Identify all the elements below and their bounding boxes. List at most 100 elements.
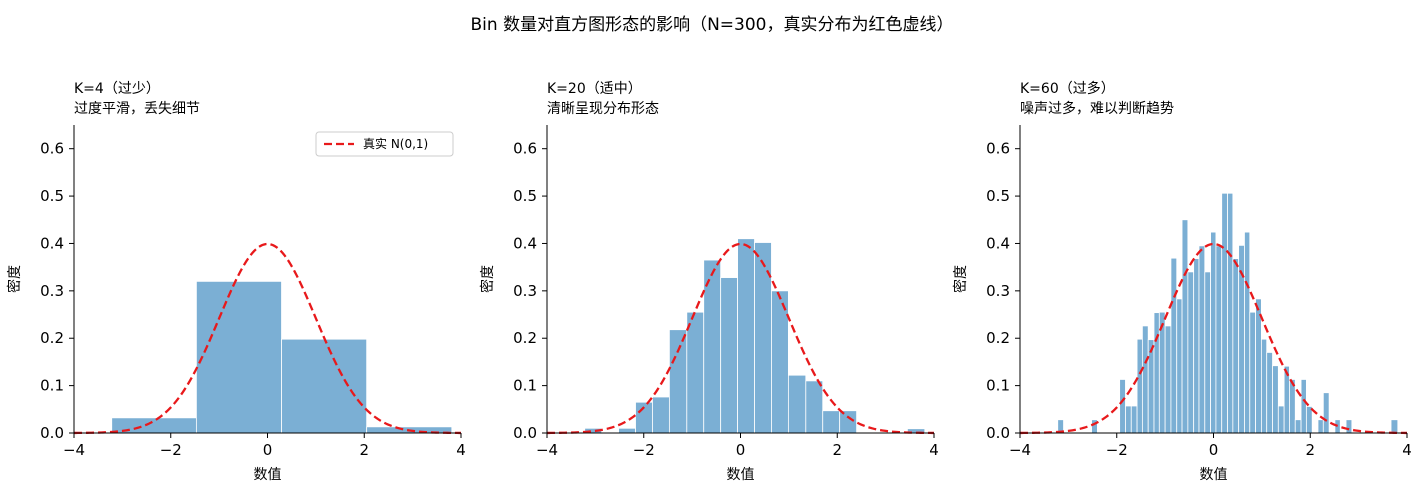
histogram-bar (1204, 271, 1211, 434)
x-tick-label: 0 (1209, 441, 1219, 459)
legend-frame (315, 131, 454, 157)
x-tick-label: 0 (736, 441, 746, 459)
y-tick-label: 0.2 (986, 329, 1010, 347)
y-tick-label: 0.0 (986, 424, 1010, 442)
x-axis-label: 数值 (254, 467, 282, 483)
legend-label: 真实 N(0,1) (363, 136, 428, 151)
histogram-bar (1249, 311, 1256, 434)
x-tick-label: −4 (63, 441, 85, 459)
histogram-bar (1181, 219, 1189, 434)
x-tick-label: 2 (1305, 441, 1315, 459)
subplot-title-line2: 过度平滑，丢失细节 (74, 100, 200, 117)
x-axis-label: 数值 (1200, 467, 1228, 483)
histogram-bar (1153, 312, 1160, 434)
histogram-bar (1187, 271, 1195, 434)
histogram-bar (652, 396, 670, 434)
histogram-bar (1232, 258, 1240, 434)
y-tick-label: 0.5 (513, 187, 537, 205)
y-tick-label: 0.1 (986, 377, 1010, 395)
histogram-bar (618, 427, 636, 434)
histogram-bar (1277, 405, 1285, 434)
x-tick-label: 2 (359, 441, 369, 459)
histogram-bars (111, 280, 453, 434)
histogram-bar (195, 280, 282, 434)
x-tick-label: −4 (1009, 441, 1031, 459)
histogram-bar (1305, 406, 1313, 434)
y-axis-label: 密度 (952, 265, 969, 293)
subplot-title-line2: 噪声过多，难以判断趋势 (1020, 100, 1174, 117)
y-tick-label: 0.3 (986, 282, 1010, 300)
x-tick-label: 4 (456, 441, 466, 459)
histogram-bar (1119, 379, 1126, 434)
true-normal-curve (546, 242, 935, 435)
subplot-1: K=4（过少） 过度平滑，丢失细节 −4 −2 0 2 4 0.0 0.1 0.2 0.3 0.4 0.… (6, 81, 466, 483)
histogram-bar (1345, 419, 1353, 434)
subplot-2: K=20（适中） 清晰呈现分布形态 −4 −2 0 2 4 0.0 0.1 0.2 0.3 0.4 0.… (479, 81, 939, 483)
true-normal-curve (1019, 242, 1408, 435)
y-tick-label: 0.1 (40, 377, 64, 395)
histogram-bar (1244, 231, 1251, 434)
y-tick-label: 0.5 (986, 187, 1010, 205)
x-tick-label: 2 (832, 441, 842, 459)
histogram-bar (805, 380, 824, 434)
histogram-bar (1317, 419, 1324, 434)
x-tick-label: −4 (536, 441, 558, 459)
legend: 真实 N(0,1) (315, 131, 454, 157)
histogram-bar (1198, 245, 1206, 434)
y-tick-label: 0.4 (986, 234, 1010, 252)
histogram-bars (1057, 192, 1399, 434)
subplot-title-line2: 清晰呈现分布形态 (547, 101, 659, 117)
y-tick-label: 0.3 (40, 282, 64, 300)
histogram-bar (1260, 338, 1268, 434)
y-tick-label: 0.4 (40, 234, 64, 252)
figure-suptitle: Bin 数量对直方图形态的影响（N=300，真实分布为红色虚线） (470, 15, 954, 35)
y-tick-label: 0.6 (40, 140, 64, 158)
histogram-bar (1130, 405, 1138, 434)
histogram-bar (720, 277, 738, 434)
x-tick-label: 4 (929, 441, 939, 459)
histogram-bars (584, 238, 926, 434)
histogram-bar (737, 238, 755, 434)
histogram-bar (1227, 192, 1234, 434)
y-axis-label: 密度 (479, 265, 496, 293)
y-tick-label: 0.3 (513, 282, 537, 300)
histogram-bar (281, 338, 368, 434)
histogram-bar (754, 242, 772, 434)
histogram-bar (1255, 298, 1262, 434)
y-tick-label: 0.6 (513, 140, 537, 158)
histogram-bar (1300, 379, 1307, 434)
x-axis-label: 数值 (727, 467, 755, 483)
histogram-bar (1283, 365, 1290, 434)
x-tick-label: −2 (160, 441, 182, 459)
histogram-bar (1289, 379, 1296, 434)
histogram-bar (1141, 325, 1149, 434)
y-tick-label: 0.4 (513, 234, 537, 252)
y-tick-label: 0.2 (513, 329, 537, 347)
histogram-bar (1272, 365, 1279, 434)
x-tick-label: 4 (1402, 441, 1412, 459)
y-tick-label: 0.1 (513, 377, 537, 395)
y-tick-label: 0.6 (986, 140, 1010, 158)
histogram-bar (668, 329, 688, 434)
histogram-bar (1294, 419, 1302, 434)
subplot-3: K=60（过多） 噪声过多，难以判断趋势 −4 −2 0 2 4 0.0 0.1 0.2 0.3 0.… (952, 80, 1412, 483)
y-tick-label: 0.2 (40, 329, 64, 347)
histogram-bar (1322, 392, 1330, 434)
histogram-bar (686, 311, 705, 434)
histogram-bar (839, 410, 858, 434)
subplot-title-line1: K=4（过少） (74, 81, 160, 97)
y-tick-label: 0.5 (40, 187, 64, 205)
histogram-bar (1164, 325, 1172, 434)
histogram-bar (635, 401, 653, 434)
histogram-bar (1215, 245, 1223, 434)
y-tick-label: 0.0 (40, 424, 64, 442)
x-tick-label: 0 (263, 441, 273, 459)
histogram-bar (1266, 352, 1273, 434)
histogram-bar (1390, 419, 1399, 434)
histogram-bar (1136, 338, 1143, 434)
y-tick-label: 0.0 (513, 424, 537, 442)
subplot-title-line1: K=60（过多） (1020, 80, 1115, 97)
subplot-title-line1: K=20（适中） (547, 81, 642, 97)
